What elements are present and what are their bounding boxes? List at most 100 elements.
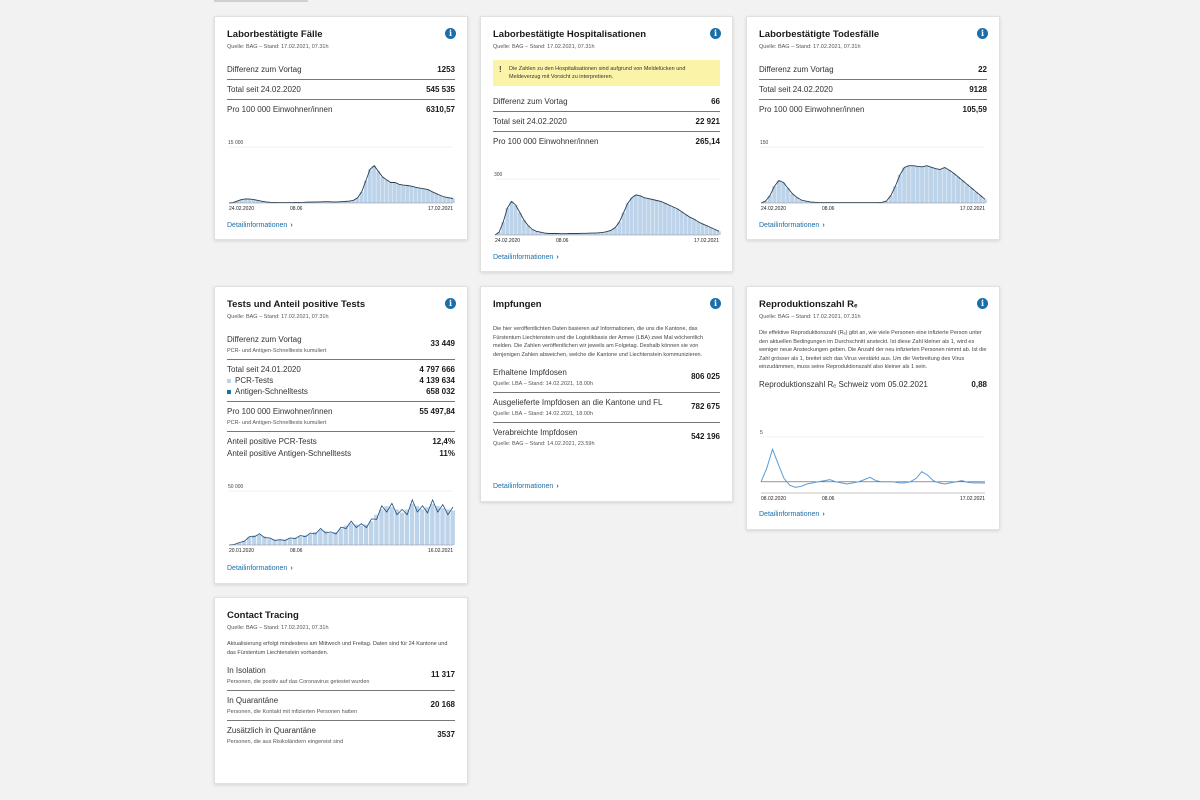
- data-bar: [241, 540, 247, 545]
- data-bar: [588, 233, 593, 235]
- info-icon[interactable]: i: [977, 28, 988, 39]
- data-bar: [343, 525, 348, 545]
- details-link[interactable]: Detailinformationen ›: [759, 511, 825, 518]
- data-bar: [282, 539, 287, 545]
- stat-label: Total seit 24.02.2020: [227, 85, 301, 94]
- data-bar: [563, 233, 568, 235]
- stat-value: 12,4%: [432, 437, 455, 446]
- data-bar: [399, 512, 404, 545]
- stat-label: Total seit 24.02.2020: [759, 85, 833, 94]
- trend-line: [228, 498, 454, 546]
- data-bar: [629, 197, 634, 235]
- data-bar: [621, 212, 626, 235]
- y-tick-label: 50 000: [228, 484, 244, 490]
- info-icon[interactable]: i: [977, 298, 988, 309]
- stat-row: In Isolation Personen, die positiv auf da…: [227, 661, 455, 691]
- data-bar: [704, 225, 709, 235]
- data-bar: [951, 173, 956, 203]
- data-bar: [264, 201, 269, 203]
- data-bar: [675, 208, 680, 235]
- data-bar: [542, 233, 547, 235]
- data-bar: [384, 179, 389, 203]
- stat-value: 11 317: [430, 670, 455, 679]
- card-title: Impfungen: [493, 299, 542, 310]
- x-tick-label: 08.02.2020: [761, 496, 786, 502]
- info-icon[interactable]: i: [710, 298, 721, 309]
- data-bar: [384, 506, 389, 545]
- data-bar: [257, 534, 262, 545]
- info-icon[interactable]: i: [445, 28, 456, 39]
- data-bar: [372, 165, 376, 203]
- stat-label: Pro 100 000 Einwohner/innen: [227, 105, 333, 114]
- stat-row: Differenz zum Vortag PCR- und Antigen-Sch…: [227, 330, 455, 360]
- data-bar: [982, 199, 987, 203]
- data-bar: [933, 168, 938, 203]
- data-bar: [409, 503, 415, 545]
- data-bar: [434, 193, 439, 203]
- data-bar: [450, 510, 455, 545]
- data-bar: [262, 536, 267, 545]
- data-bar: [397, 184, 401, 203]
- details-link[interactable]: Detailinformationen ›: [493, 254, 559, 261]
- data-bar: [946, 170, 952, 203]
- stat-row: Pro 100 000 Einwohner/innen PCR- und Anti…: [227, 402, 455, 432]
- data-bar: [246, 537, 252, 545]
- details-link[interactable]: Detailinformationen ›: [759, 222, 825, 229]
- data-bar: [338, 528, 343, 545]
- stat-row: Total seit 24.01.2020 4 797 666: [227, 360, 455, 375]
- intro-text: Die effektive Reproduktionszahl (Rₑ) gib…: [759, 330, 987, 370]
- data-bar: [915, 166, 920, 203]
- stat-value: 22 921: [695, 117, 720, 126]
- stat-value: 4 797 666: [419, 365, 455, 374]
- stat-row: Total seit 24.02.2020 545 535: [227, 80, 455, 100]
- stat-row: Anteil positive PCR-Tests 12,4%: [227, 432, 455, 447]
- details-link[interactable]: Detailinformationen ›: [227, 565, 293, 572]
- data-bar: [650, 199, 655, 235]
- stat-label: Zusätzlich in Quarantäne: [227, 726, 316, 735]
- details-link[interactable]: Detailinformationen ›: [493, 483, 559, 490]
- data-bar: [973, 191, 978, 203]
- data-bar: [247, 199, 252, 203]
- trend-line: [228, 165, 454, 204]
- data-bar: [330, 201, 335, 203]
- data-bar: [363, 524, 369, 545]
- data-bar: [687, 217, 692, 235]
- data-bar: [955, 176, 961, 203]
- card-hospitalisations: Laborbestätigte Hospitalisationen i Quel…: [480, 16, 733, 272]
- source-text: Quelle: BAG – Stand: 17.02.2021, 07.31h: [759, 314, 861, 320]
- x-tick-label: 17.02.2021: [694, 238, 719, 244]
- data-bar: [534, 231, 539, 235]
- stat-value: 4 139 634: [419, 376, 455, 385]
- data-bar: [421, 188, 426, 203]
- data-bar: [712, 229, 717, 235]
- data-bar: [696, 221, 700, 235]
- data-bar: [978, 195, 983, 203]
- stat-value: 66: [711, 97, 720, 106]
- data-bar: [314, 201, 318, 203]
- info-icon[interactable]: i: [710, 28, 721, 39]
- stat-sub: Quelle: LBA – Stand: 14.02.2021, 18.00h: [493, 381, 593, 387]
- data-bar: [559, 233, 564, 235]
- data-bar: [277, 540, 282, 545]
- data-bar: [358, 525, 364, 545]
- data-bar: [430, 191, 434, 203]
- details-link[interactable]: Detailinformationen ›: [227, 222, 293, 229]
- stat-sub: Personen, die Kontakt mit infizierten Pe…: [227, 709, 357, 715]
- data-bar: [343, 201, 347, 203]
- deaths-chart: 150 24.02.2020 08.06 17.02.2021: [759, 137, 987, 215]
- data-bar: [893, 186, 898, 203]
- trend-line: [494, 194, 720, 236]
- data-bar: [326, 201, 331, 203]
- stat-sub: PCR- und Antigen-Schnelltests kumuliert: [227, 420, 327, 426]
- stat-row: Differenz zum Vortag 66: [493, 92, 720, 112]
- stat-row: Reproduktionszahl Rₑ Schweiz vom 05.02.2…: [759, 376, 987, 394]
- reproduction-chart: 5 08.02.2020 08.06 17.02.2021: [759, 427, 987, 505]
- data-bar: [417, 188, 422, 203]
- source-text: Quelle: BAG – Stand: 17.02.2021, 07.31h: [759, 44, 861, 50]
- x-tick-label: 17.02.2021: [428, 206, 453, 212]
- info-icon[interactable]: i: [445, 298, 456, 309]
- details-link-label: Detailinformationen: [493, 254, 554, 261]
- data-bar: [405, 185, 410, 203]
- data-bar: [251, 199, 256, 203]
- source-text: Quelle: BAG – Stand: 17.02.2021, 07.31h: [227, 625, 329, 631]
